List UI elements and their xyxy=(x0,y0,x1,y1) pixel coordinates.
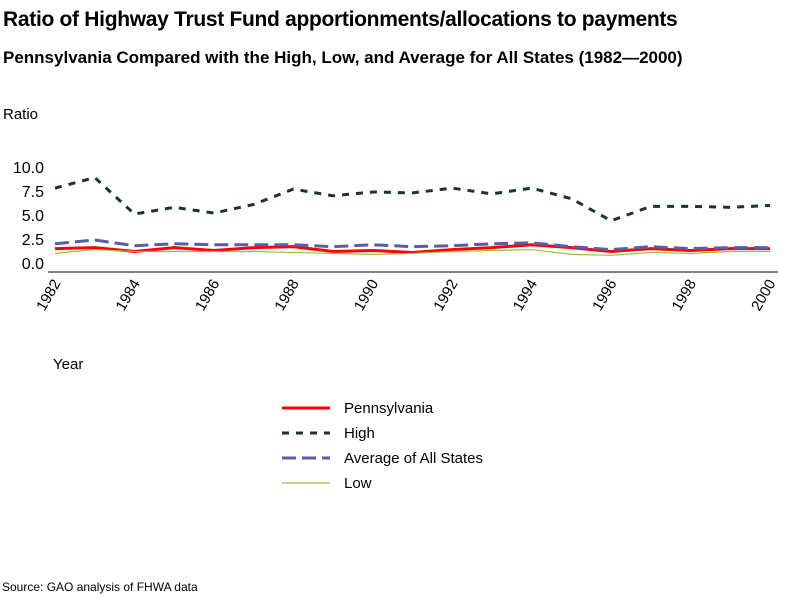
series-line-high xyxy=(54,175,771,223)
x-tick-label: 1986 xyxy=(192,277,223,314)
legend-label: Low xyxy=(344,474,372,492)
y-tick-label: 0.0 xyxy=(22,256,44,273)
x-tick-label: 1988 xyxy=(271,277,302,314)
chart-title: Ratio of Highway Trust Fund apportionmen… xyxy=(3,8,678,31)
legend-swatch xyxy=(282,456,330,460)
x-tick-label: 1992 xyxy=(430,277,461,314)
legend-swatch xyxy=(282,482,330,484)
x-tick-label: 1984 xyxy=(112,277,143,314)
legend-label: Pennsylvania xyxy=(344,399,434,417)
series-line-low xyxy=(54,248,770,256)
legend-item: Low xyxy=(282,473,372,493)
y-tick-label: 2.5 xyxy=(22,232,44,249)
x-tick-label: 1996 xyxy=(589,277,620,314)
series-line-pennsylvania xyxy=(54,243,770,254)
y-axis-label: Ratio xyxy=(3,106,39,123)
x-tick-label: 2000 xyxy=(748,277,779,314)
x-tick-label: 1990 xyxy=(351,277,382,314)
legend-swatch xyxy=(282,406,330,410)
legend-item: Average of All States xyxy=(282,448,483,468)
source-note: Source: GAO analysis of FHWA data xyxy=(2,580,198,594)
legend-label: Average of All States xyxy=(344,449,483,467)
legend-swatch xyxy=(282,431,330,435)
legend-label: High xyxy=(344,424,375,442)
x-tick-label: 1998 xyxy=(669,277,700,314)
line-chart: 0.0 2.5 5.0 7.5 10.0 1982 1984 1986 1988 1990 1992… xyxy=(13,160,780,314)
chart-subtitle: Pennsylvania Compared with the High, Low… xyxy=(3,48,683,67)
y-tick-label: 10.0 xyxy=(13,160,44,177)
x-tick-label: 1982 xyxy=(33,277,64,314)
legend-item: High xyxy=(282,423,375,443)
x-tick-label: 1994 xyxy=(510,277,541,314)
legend-item: Pennsylvania xyxy=(282,398,433,418)
x-axis-label: Year xyxy=(53,356,84,373)
y-tick-label: 7.5 xyxy=(22,184,44,201)
y-tick-label: 5.0 xyxy=(22,208,44,225)
